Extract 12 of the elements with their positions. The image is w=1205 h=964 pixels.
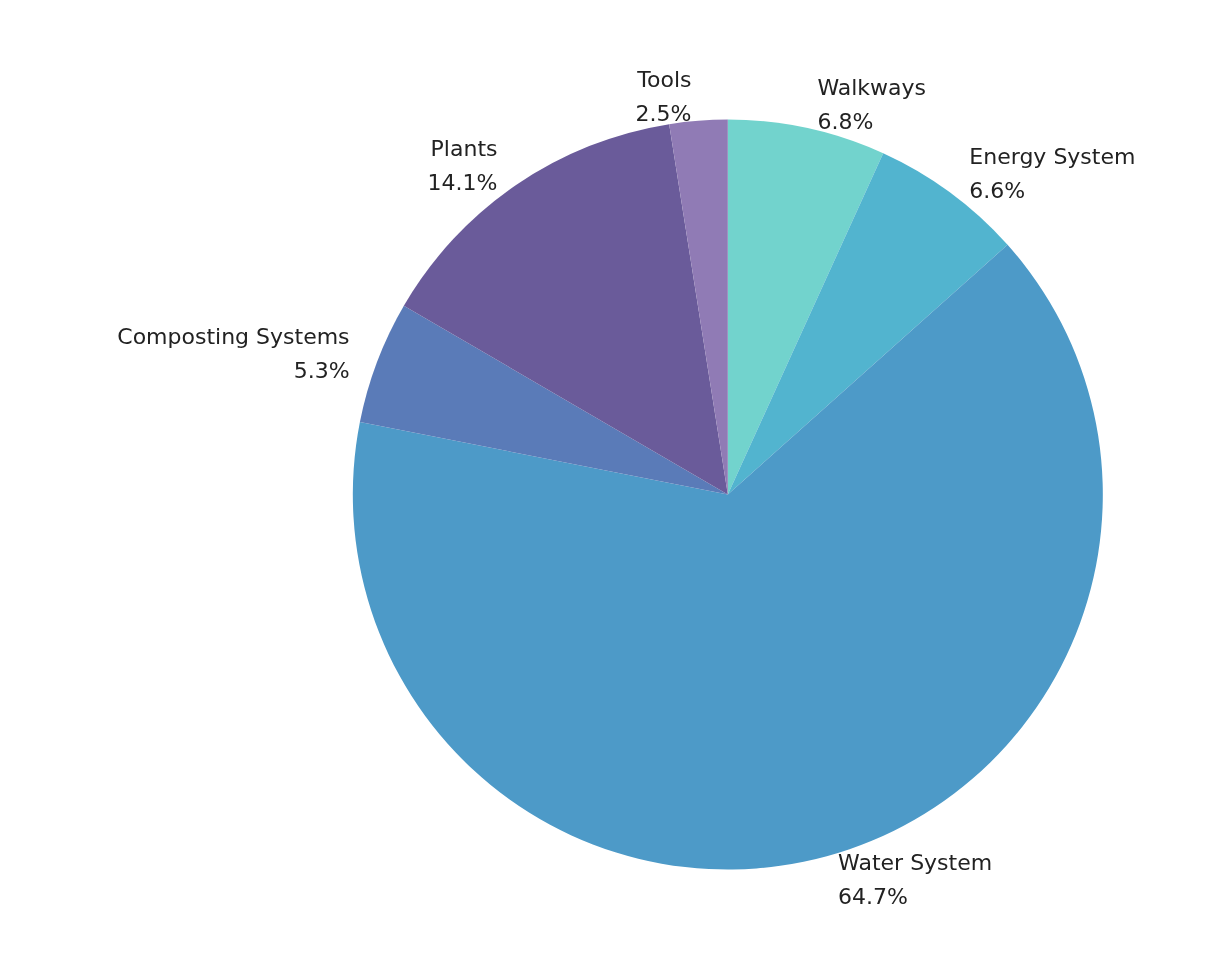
data-label: 2.5% — [635, 101, 692, 127]
slice-label: Energy System — [969, 143, 1136, 169]
slice-label: Walkways — [817, 75, 927, 101]
slice-label: Water System — [838, 849, 993, 875]
data-label: 5.3% — [293, 358, 350, 383]
slice-label: Composting Systems — [117, 324, 350, 349]
slice-label: Plants — [430, 135, 498, 161]
slice-label: Tools — [636, 67, 692, 93]
data-label: 14.1% — [427, 169, 498, 195]
data-label: 6.8% — [817, 109, 874, 135]
data-label: 6.6% — [969, 177, 1026, 203]
data-label: 64.7% — [838, 883, 908, 909]
